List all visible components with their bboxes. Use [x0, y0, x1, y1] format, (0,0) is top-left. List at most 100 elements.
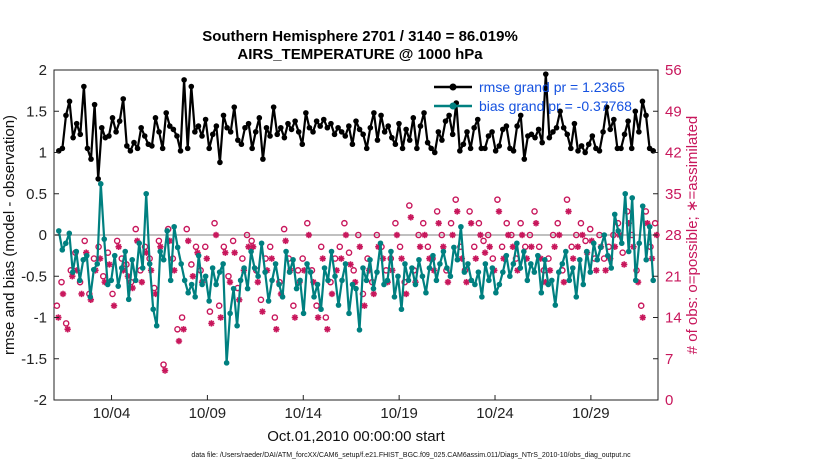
bias-point — [314, 281, 321, 288]
rmse-point — [474, 116, 481, 123]
obs-assimilated-marker — [291, 314, 299, 321]
asterisk-stroke — [273, 326, 280, 333]
asterisk-stroke — [315, 314, 321, 321]
bias-point — [503, 252, 510, 259]
rmse-point — [628, 145, 635, 152]
asterisk-stroke — [190, 273, 196, 280]
bias-point — [328, 248, 335, 255]
rmse-point — [338, 129, 345, 135]
rmse-point — [163, 110, 170, 116]
rmse-point — [231, 104, 238, 110]
asterisk-stroke — [129, 285, 136, 291]
bias-point — [573, 294, 580, 300]
bias-point — [559, 261, 566, 267]
rmse-point — [417, 123, 424, 129]
asterisk-stroke — [421, 232, 428, 238]
bias-point — [430, 252, 436, 259]
obs-possible-marker — [355, 231, 362, 239]
obs-possible-marker — [341, 219, 348, 227]
y-tick-label: -0.5 — [21, 268, 47, 285]
bias-point — [482, 261, 489, 267]
y-tick-label: 0.5 — [26, 186, 47, 203]
rmse-point — [396, 120, 402, 127]
bias-point — [632, 277, 639, 284]
asterisk-stroke — [445, 279, 451, 286]
rmse-point — [360, 131, 366, 138]
bias-point — [279, 294, 286, 300]
rmse-point — [73, 120, 80, 127]
rmse-point — [421, 110, 427, 116]
asterisk-stroke — [227, 279, 233, 286]
obs-assimilated-marker — [454, 208, 461, 215]
obs-possible-marker — [489, 255, 497, 262]
obs-assimilated-marker — [477, 231, 484, 239]
bias-point — [440, 248, 447, 255]
asterisk-stroke — [194, 249, 201, 256]
obs-assimilated-marker — [370, 290, 377, 298]
bias-point — [115, 283, 122, 289]
asterisk-stroke — [561, 279, 567, 286]
bias-point — [171, 223, 177, 230]
rmse-point — [174, 133, 180, 139]
bias-point — [111, 252, 118, 259]
rmse-point — [256, 115, 263, 121]
rmse-point — [127, 148, 134, 154]
rmse-point — [192, 129, 198, 135]
bias-point — [244, 285, 251, 292]
bias-point — [622, 190, 629, 197]
obs-possible-marker — [535, 243, 543, 251]
bias-point — [129, 256, 136, 263]
obs-assimilated-marker — [393, 231, 401, 239]
obs-possible-marker — [466, 208, 473, 215]
rmse-point — [542, 71, 549, 77]
obs-possible-marker — [396, 243, 404, 251]
bias-point — [514, 240, 520, 247]
rmse-point — [181, 77, 187, 83]
obs-assimilated-marker — [546, 267, 554, 274]
asterisk-stroke — [138, 279, 145, 286]
asterisk-stroke — [319, 255, 326, 262]
obs-possible-marker — [359, 290, 367, 298]
x-tick-label: 10/24 — [476, 405, 514, 422]
bias-point — [174, 244, 181, 251]
rmse-point — [589, 133, 596, 139]
bias-point — [423, 289, 429, 296]
bias-point — [255, 273, 261, 280]
bias-point — [594, 256, 601, 263]
asterisk-stroke — [435, 220, 442, 227]
asterisk-stroke — [440, 243, 447, 250]
rmse-point — [560, 124, 567, 131]
obs-possible-marker — [266, 243, 274, 251]
obs-possible-marker — [373, 231, 381, 239]
obs-possible-marker — [526, 231, 534, 239]
bias-point — [489, 265, 496, 271]
obs-possible-marker — [447, 219, 455, 227]
obs-possible-marker — [503, 219, 511, 227]
bias-point — [150, 306, 157, 313]
asterisk-stroke — [356, 243, 363, 250]
rmse-point — [546, 134, 553, 141]
rmse-point — [320, 116, 327, 123]
rmse-point — [385, 123, 392, 129]
rmse-series — [55, 71, 657, 182]
bias-point — [307, 269, 314, 275]
obs-assimilated-marker — [208, 320, 215, 327]
bias-point — [576, 256, 583, 263]
bias-point — [419, 273, 426, 280]
obs-assimilated-marker — [574, 243, 581, 250]
obs-assimilated-marker — [440, 243, 447, 250]
rmse-point — [535, 126, 542, 133]
rmse-point — [363, 145, 370, 152]
y-tick-label: 1 — [39, 145, 47, 162]
obs-assimilated-marker — [602, 267, 609, 274]
obs-assimilated-marker — [78, 290, 85, 298]
rmse-point — [521, 156, 528, 162]
obs-possible-marker — [81, 237, 89, 245]
rmse-point — [59, 145, 66, 152]
rmse-point — [367, 124, 374, 131]
obs-possible-marker — [651, 219, 659, 227]
rmse-point — [585, 141, 592, 148]
bias-point — [360, 265, 366, 271]
bias-point — [433, 277, 440, 284]
obs-possible-marker — [160, 361, 167, 368]
